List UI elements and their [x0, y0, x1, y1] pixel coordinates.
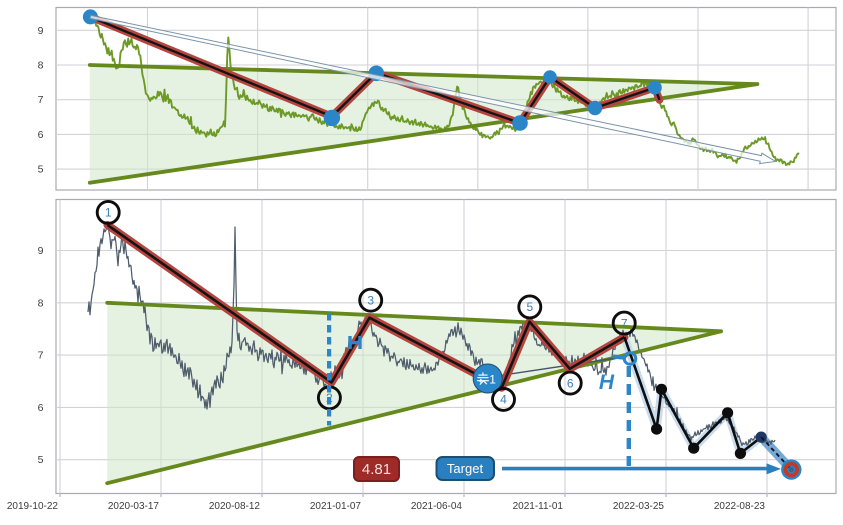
svg-text:5: 5 [526, 300, 533, 314]
svg-text:7: 7 [38, 94, 44, 106]
svg-text:3: 3 [367, 294, 374, 308]
svg-text:9: 9 [38, 245, 44, 257]
svg-text:2022-08-23: 2022-08-23 [714, 501, 766, 512]
svg-text:6: 6 [567, 376, 574, 390]
svg-text:9: 9 [38, 25, 44, 37]
svg-text:6: 6 [38, 129, 44, 141]
svg-text:2021-01-07: 2021-01-07 [310, 501, 362, 512]
svg-text:H: H [599, 371, 615, 394]
svg-text:8: 8 [38, 60, 44, 72]
svg-text:2021-11-01: 2021-11-01 [513, 501, 564, 512]
svg-text:6: 6 [38, 402, 44, 414]
svg-text:2022-03-25: 2022-03-25 [613, 501, 665, 512]
svg-text:2020-03-17: 2020-03-17 [108, 501, 160, 512]
svg-text:4.81: 4.81 [362, 461, 391, 478]
svg-text:1: 1 [489, 372, 496, 386]
svg-text:2021-06-04: 2021-06-04 [411, 501, 463, 512]
svg-text:1: 1 [105, 206, 112, 220]
svg-text:5: 5 [38, 164, 44, 176]
svg-text:5: 5 [38, 454, 44, 466]
svg-text:Target: Target [447, 461, 484, 476]
svg-text:2019-10-22: 2019-10-22 [7, 501, 59, 512]
svg-text:4: 4 [500, 393, 507, 407]
svg-text:8: 8 [38, 297, 44, 309]
svg-text:7: 7 [38, 350, 44, 362]
svg-text:2020-08-12: 2020-08-12 [209, 501, 261, 512]
svg-text:7: 7 [621, 316, 628, 330]
